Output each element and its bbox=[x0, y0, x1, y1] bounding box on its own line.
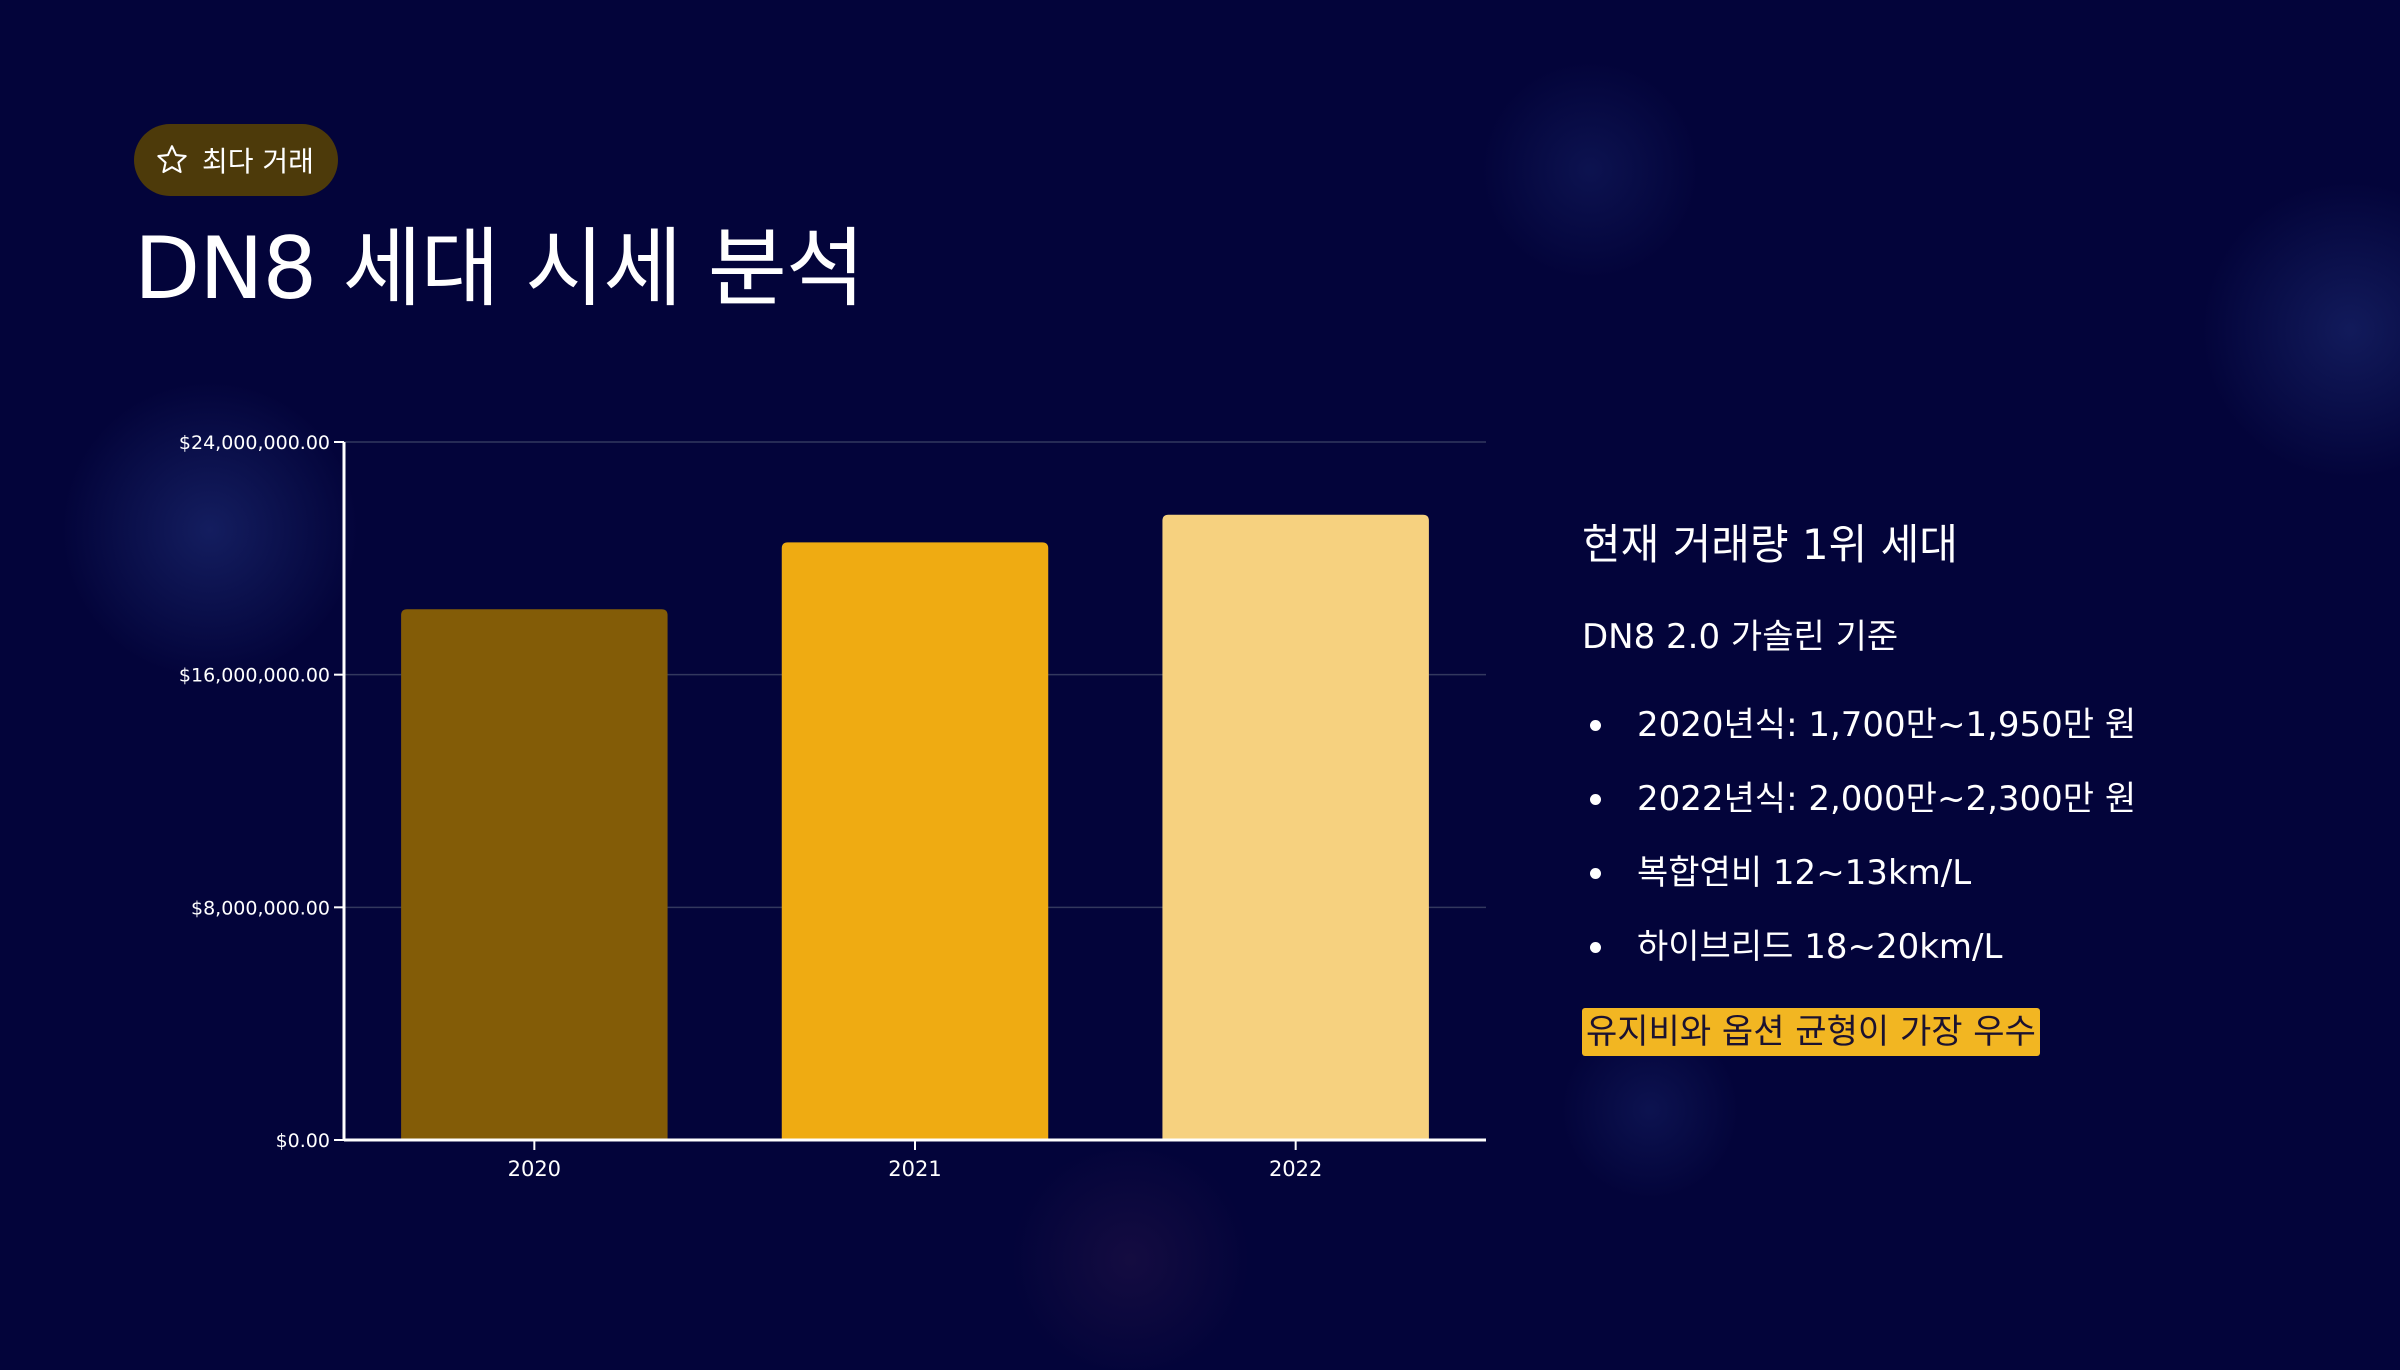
chart-bars bbox=[401, 514, 1429, 1140]
list-item: 하이브리드 18~20km/L bbox=[1582, 922, 2342, 972]
bullet-text: 2022년식: 2,000만~2,300만 원 bbox=[1637, 779, 2137, 819]
star-outline-icon bbox=[157, 145, 187, 174]
list-item: 2020년식: 1,700만~1,950만 원 bbox=[1582, 700, 2342, 750]
bullet-text: 복합연비 12~13km/L bbox=[1637, 853, 1972, 893]
price-bar-chart: $0.00 $8,000,000.00 $16,000,000.00 $24,000,… bbox=[179, 432, 1486, 1181]
y-tick-label: $16,000,000.00 bbox=[179, 665, 330, 687]
background-glow bbox=[1480, 60, 1700, 280]
bullet-dot-icon bbox=[1590, 719, 1601, 731]
panel-subtitle: 현재 거래량 1위 세대 bbox=[1582, 520, 1958, 569]
badge-label: 최다 거래 bbox=[202, 145, 314, 178]
list-item: 2022년식: 2,000만~2,300만 원 bbox=[1582, 774, 2342, 824]
y-tick-label: $0.00 bbox=[276, 1130, 330, 1152]
y-tick-label: $24,000,000.00 bbox=[179, 432, 330, 454]
bullet-text: 하이브리드 18~20km/L bbox=[1637, 927, 2003, 967]
category-badge: 최다 거래 bbox=[134, 124, 338, 196]
x-axis-ticks: 2020 2021 2022 bbox=[508, 1140, 1322, 1181]
bullet-dot-icon bbox=[1590, 793, 1601, 805]
summary-panel: 현재 거래량 1위 세대 DN8 2.0 가솔린 기준 2020년식: 1,70… bbox=[1582, 510, 2342, 1056]
bullet-dot-icon bbox=[1590, 941, 1601, 953]
background-glow bbox=[2200, 180, 2400, 480]
page-title: DN8 세대 시세 분석 bbox=[134, 219, 865, 319]
bullet-dot-icon bbox=[1590, 867, 1601, 879]
y-tick-label: $8,000,000.00 bbox=[191, 897, 330, 919]
bullet-list: 2020년식: 1,700만~1,950만 원 2022년식: 2,000만~2… bbox=[1582, 700, 2342, 972]
y-axis-ticks: $0.00 $8,000,000.00 $16,000,000.00 $24,000,… bbox=[179, 432, 344, 1152]
list-item: 복합연비 12~13km/L bbox=[1582, 848, 2342, 898]
x-tick-label: 2022 bbox=[1269, 1157, 1322, 1181]
panel-basis: DN8 2.0 가솔린 기준 bbox=[1582, 617, 1899, 657]
x-tick-label: 2020 bbox=[508, 1157, 561, 1181]
bullet-text: 2020년식: 1,700만~1,950만 원 bbox=[1637, 705, 2137, 745]
bar-2022 bbox=[1162, 514, 1429, 1140]
highlight-callout: 유지비와 옵션 균형이 가장 우수 bbox=[1582, 1008, 2040, 1056]
bar-2021 bbox=[781, 542, 1049, 1140]
x-tick-label: 2021 bbox=[888, 1157, 941, 1181]
bar-2020 bbox=[401, 609, 668, 1140]
